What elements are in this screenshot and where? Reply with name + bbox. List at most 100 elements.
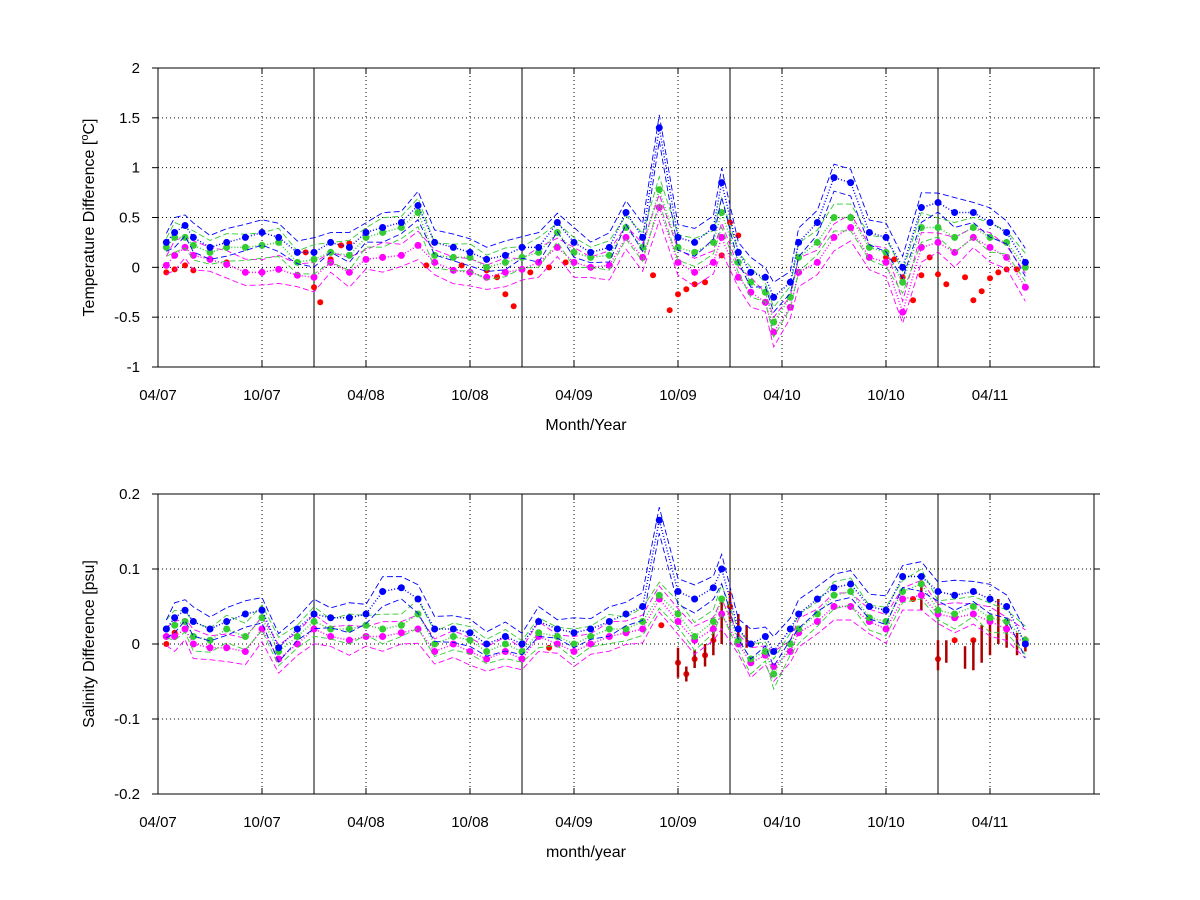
data-point	[1003, 228, 1011, 236]
data-point	[162, 243, 170, 251]
data-point	[1021, 640, 1029, 648]
data-point	[770, 670, 778, 678]
data-point	[969, 603, 977, 610]
data-point	[449, 253, 457, 261]
data-point	[899, 573, 907, 580]
data-point	[171, 251, 179, 259]
data-point	[691, 248, 699, 256]
data-point	[206, 255, 214, 263]
data-point	[675, 291, 681, 298]
data-point	[163, 641, 170, 647]
data-point	[223, 260, 231, 268]
data-point	[431, 238, 439, 246]
x-tick-label: 10/07	[243, 814, 281, 831]
data-point	[327, 238, 335, 246]
data-point	[986, 218, 994, 226]
data-point	[674, 610, 682, 618]
data-point	[241, 648, 249, 655]
series-line	[166, 583, 1026, 676]
data-point	[553, 640, 561, 648]
data-point	[666, 307, 673, 314]
data-point	[951, 637, 958, 644]
data-point	[327, 614, 335, 622]
data-point	[171, 228, 179, 236]
data-point	[518, 253, 526, 261]
data-point	[917, 580, 925, 588]
data-point	[189, 241, 197, 249]
data-point	[734, 248, 742, 256]
y-tick-label: -0.2	[114, 786, 140, 803]
x-tick-label: 04/08	[347, 814, 385, 831]
data-point	[813, 218, 821, 226]
y-tick-label: -1	[127, 359, 140, 376]
data-point	[587, 625, 595, 633]
data-point	[795, 238, 803, 246]
data-point	[345, 243, 353, 251]
y-tick-label: -0.1	[114, 711, 140, 728]
data-point	[910, 297, 917, 304]
data-point	[813, 618, 821, 625]
x-tick-label: 10/08	[451, 387, 489, 404]
data-point	[223, 243, 231, 251]
data-point	[182, 262, 189, 269]
data-point	[655, 124, 663, 132]
data-point	[258, 268, 266, 276]
data-point	[275, 644, 283, 652]
x-tick-label: 10/10	[867, 387, 905, 404]
data-point	[379, 253, 387, 261]
x-tick-label: 10/10	[867, 814, 905, 831]
data-point	[431, 648, 439, 655]
data-point	[847, 179, 855, 187]
x-tick-label: 04/09	[555, 387, 593, 404]
data-point	[934, 223, 942, 231]
data-point	[241, 243, 249, 251]
data-point	[362, 621, 370, 629]
data-point	[587, 248, 595, 256]
data-point	[466, 629, 474, 637]
data-point	[934, 238, 942, 246]
data-point	[962, 274, 969, 281]
data-point	[397, 251, 405, 259]
data-point	[761, 288, 769, 296]
data-point	[206, 248, 214, 256]
data-point	[986, 243, 994, 251]
data-point	[899, 263, 907, 271]
data-point	[397, 629, 405, 637]
data-point	[535, 629, 543, 637]
data-point	[466, 248, 474, 256]
data-point	[206, 625, 214, 633]
data-point	[786, 293, 794, 301]
data-point	[414, 241, 422, 249]
series-band-line	[166, 219, 1026, 349]
data-point	[535, 248, 543, 256]
data-point	[709, 223, 717, 231]
data-series	[162, 507, 1029, 668]
data-point	[379, 588, 387, 595]
data-point	[622, 209, 630, 217]
data-point	[770, 318, 778, 326]
data-point	[978, 288, 985, 295]
data-point	[162, 625, 170, 633]
data-point	[241, 268, 249, 276]
data-point	[362, 633, 370, 640]
temperature-panel: 04/07 10/07 04/08 10/08 04/09 10/09 04/10 10/10…	[79, 60, 1100, 434]
data-point	[934, 606, 942, 614]
data-point	[241, 610, 249, 618]
data-point	[747, 640, 755, 648]
data-point	[917, 243, 925, 251]
data-point	[830, 591, 838, 599]
series-band-line	[165, 114, 1026, 284]
data-point	[449, 640, 457, 648]
data-point	[813, 595, 821, 603]
data-point	[847, 214, 855, 221]
data-point	[718, 565, 726, 573]
data-point	[691, 268, 699, 276]
series-band-line	[166, 201, 1026, 339]
data-point	[970, 297, 977, 304]
data-point	[535, 243, 543, 251]
data-point	[302, 249, 309, 256]
data-point	[570, 248, 578, 256]
series-band-line	[166, 533, 1026, 668]
data-point	[639, 603, 647, 610]
data-point	[691, 281, 698, 288]
